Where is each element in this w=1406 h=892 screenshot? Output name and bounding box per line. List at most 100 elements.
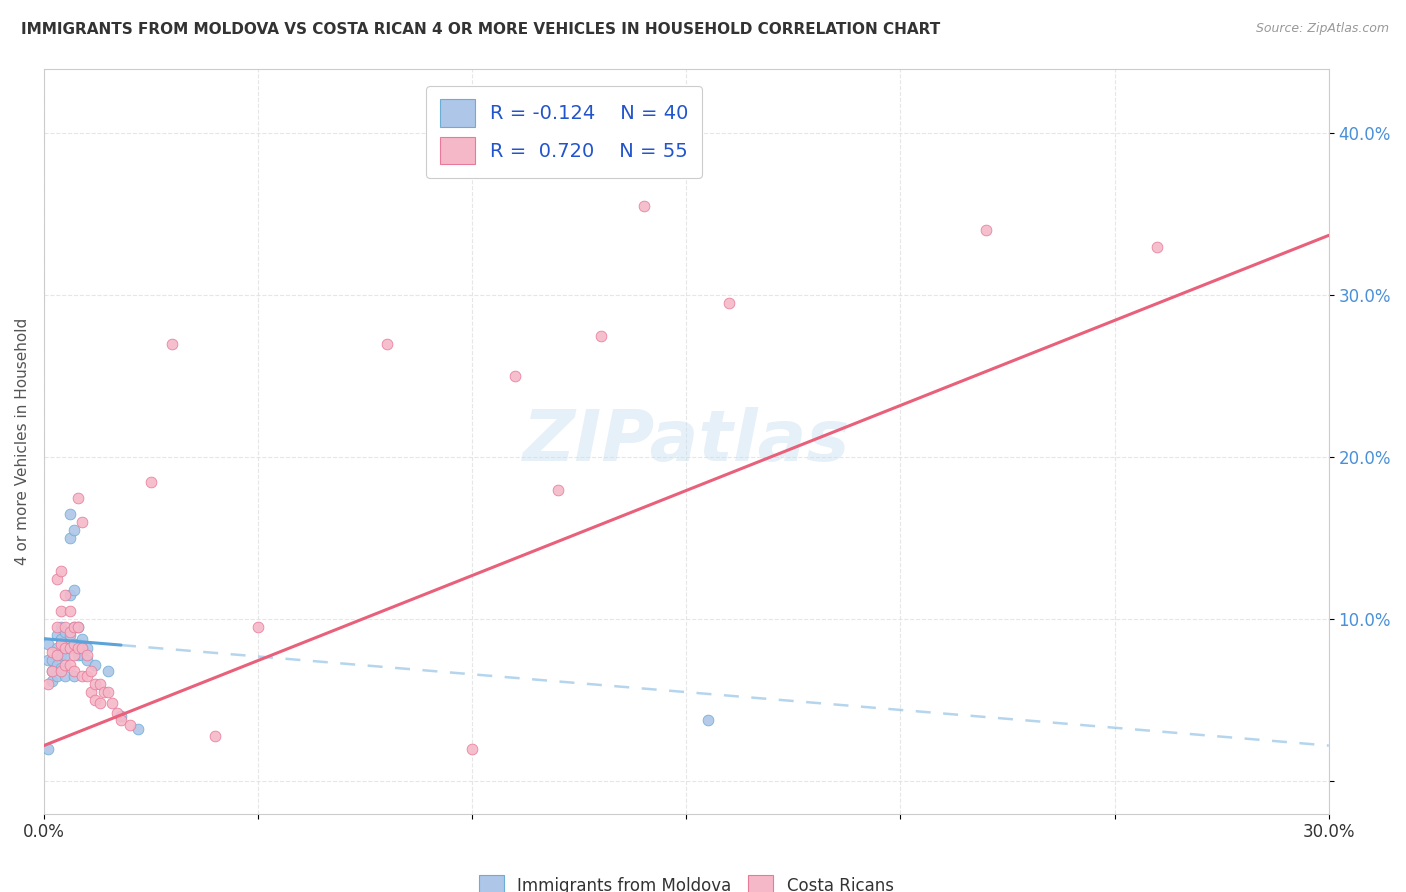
Point: [45, 572, 67, 586]
Point: [1146, 240, 1168, 254]
Point: [461, 741, 484, 756]
Point: [72, 669, 94, 683]
Point: [41, 645, 63, 659]
Point: [41, 653, 63, 667]
Point: [58, 531, 80, 545]
Point: [247, 620, 270, 634]
Point: [67, 620, 90, 634]
Point: [547, 483, 569, 497]
Point: [58, 625, 80, 640]
Point: [63, 620, 86, 634]
Point: [37, 636, 59, 650]
Point: [101, 697, 124, 711]
Point: [633, 199, 655, 213]
Point: [49, 664, 72, 678]
Text: Source: ZipAtlas.com: Source: ZipAtlas.com: [1256, 22, 1389, 36]
Point: [80, 664, 103, 678]
Point: [63, 664, 86, 678]
Point: [84, 693, 107, 707]
Point: [67, 648, 90, 662]
Point: [41, 664, 63, 678]
Point: [37, 677, 59, 691]
Point: [89, 677, 111, 691]
Point: [63, 583, 86, 598]
Point: [58, 588, 80, 602]
Point: [53, 625, 76, 640]
Point: [72, 641, 94, 656]
Point: [93, 685, 115, 699]
Point: [97, 685, 120, 699]
Point: [76, 669, 98, 683]
Point: [72, 632, 94, 646]
Point: [49, 620, 72, 634]
Point: [974, 223, 997, 237]
Point: [58, 641, 80, 656]
Point: [37, 653, 59, 667]
Point: [718, 296, 741, 310]
Point: [49, 648, 72, 662]
Point: [105, 706, 128, 721]
Point: [53, 669, 76, 683]
Point: [45, 657, 67, 672]
Point: [76, 641, 98, 656]
Point: [89, 697, 111, 711]
Text: IMMIGRANTS FROM MOLDOVA VS COSTA RICAN 4 OR MORE VEHICLES IN HOUSEHOLD CORRELATI: IMMIGRANTS FROM MOLDOVA VS COSTA RICAN 4…: [21, 22, 941, 37]
Point: [53, 657, 76, 672]
Point: [41, 673, 63, 688]
Point: [53, 620, 76, 634]
Point: [204, 729, 226, 743]
Point: [110, 713, 132, 727]
Point: [67, 636, 90, 650]
Point: [41, 664, 63, 678]
Point: [139, 475, 162, 489]
Point: [84, 677, 107, 691]
Point: [58, 507, 80, 521]
Point: [49, 564, 72, 578]
Point: [118, 717, 141, 731]
Point: [49, 661, 72, 675]
Point: [37, 741, 59, 756]
Point: [49, 636, 72, 650]
Point: [63, 641, 86, 656]
Point: [49, 632, 72, 646]
Point: [58, 604, 80, 618]
Point: [76, 648, 98, 662]
Point: [84, 657, 107, 672]
Point: [45, 648, 67, 662]
Point: [67, 641, 90, 656]
Point: [53, 588, 76, 602]
Point: [67, 491, 90, 505]
Point: [162, 337, 184, 351]
Legend: R = -0.124    N = 40, R =  0.720    N = 55: R = -0.124 N = 40, R = 0.720 N = 55: [426, 86, 703, 178]
Point: [76, 653, 98, 667]
Point: [80, 685, 103, 699]
Point: [63, 669, 86, 683]
Point: [63, 523, 86, 537]
Point: [72, 648, 94, 662]
Point: [696, 713, 718, 727]
Point: [45, 641, 67, 656]
Point: [58, 657, 80, 672]
Text: ZIPatlas: ZIPatlas: [523, 407, 851, 475]
Point: [97, 664, 120, 678]
Point: [45, 669, 67, 683]
Point: [45, 620, 67, 634]
Point: [49, 604, 72, 618]
Point: [503, 369, 526, 384]
Point: [127, 723, 149, 737]
Point: [63, 648, 86, 662]
Point: [375, 337, 398, 351]
Point: [72, 515, 94, 529]
Point: [45, 628, 67, 642]
Y-axis label: 4 or more Vehicles in Household: 4 or more Vehicles in Household: [15, 318, 30, 565]
Point: [72, 641, 94, 656]
Point: [67, 620, 90, 634]
Point: [63, 620, 86, 634]
Point: [589, 328, 612, 343]
Point: [53, 636, 76, 650]
Point: [53, 648, 76, 662]
Point: [63, 636, 86, 650]
Point: [53, 641, 76, 656]
Point: [58, 628, 80, 642]
Point: [110, 709, 132, 723]
